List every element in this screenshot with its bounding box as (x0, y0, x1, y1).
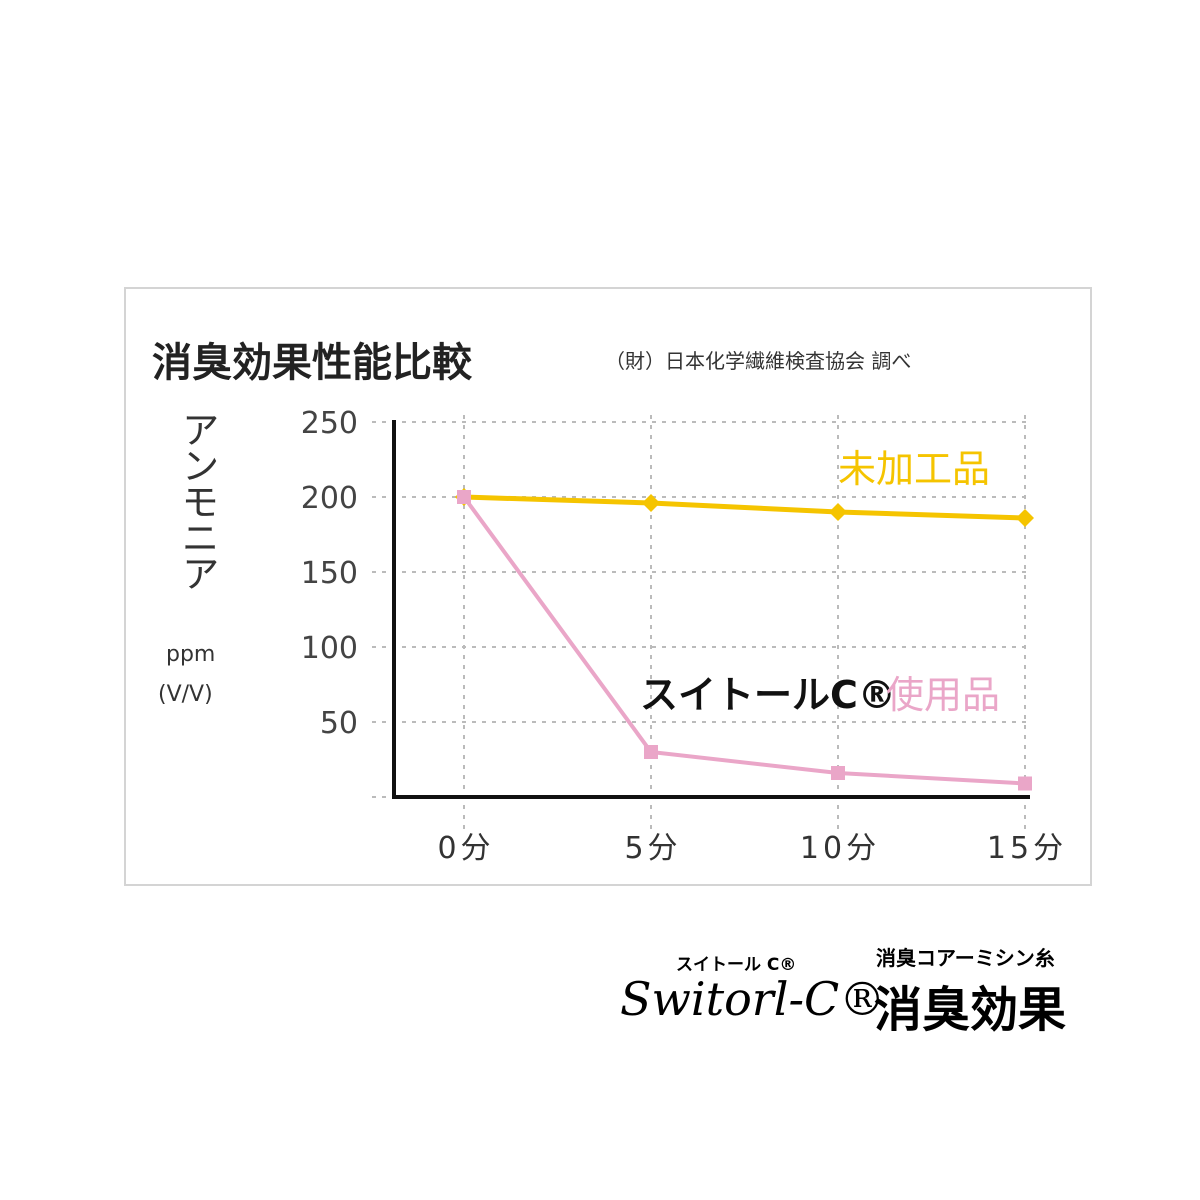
y-unit-vv: (V/V) (158, 682, 213, 707)
y-tick-label: 100 (301, 631, 358, 666)
y-tick-label: 50 (320, 706, 358, 741)
y-unit-ppm: ppm (166, 642, 216, 667)
brand-logo: Switorl-C® (620, 972, 886, 1026)
brand-subtitle: 消臭コアーミシン糸 (876, 946, 1055, 970)
x-tick-label: 0分 (437, 831, 494, 866)
legend-product-name: スイトールC® (640, 673, 896, 717)
legend-used: 使用品 (886, 673, 1000, 717)
y-tick-label: 200 (301, 481, 358, 516)
x-tick-label: 15分 (987, 831, 1067, 866)
data-point (831, 766, 845, 780)
series-line (463, 494, 1026, 521)
series-line (462, 495, 1026, 786)
x-tick-label: 5分 (624, 831, 681, 866)
data-point (644, 745, 658, 759)
data-point (642, 494, 660, 512)
chart-subtitle: （財）日本化学繊維検査協会 調べ (605, 349, 912, 373)
y-axis-label: アンモニア (175, 410, 219, 590)
y-tick-label: 250 (301, 406, 358, 441)
data-point (1016, 509, 1034, 527)
chart-frame (124, 287, 1092, 886)
chart-title: 消臭効果性能比較 (152, 340, 472, 386)
brand-main: 消臭効果 (874, 982, 1067, 1038)
legend-unprocessed: 未加工品 (838, 447, 990, 491)
data-point (1018, 776, 1032, 791)
brand-small: スイトール C® (676, 955, 797, 975)
x-tick-label: 10分 (800, 831, 880, 866)
data-point (457, 490, 471, 504)
y-tick-label: 150 (301, 556, 358, 591)
data-point (829, 503, 847, 521)
